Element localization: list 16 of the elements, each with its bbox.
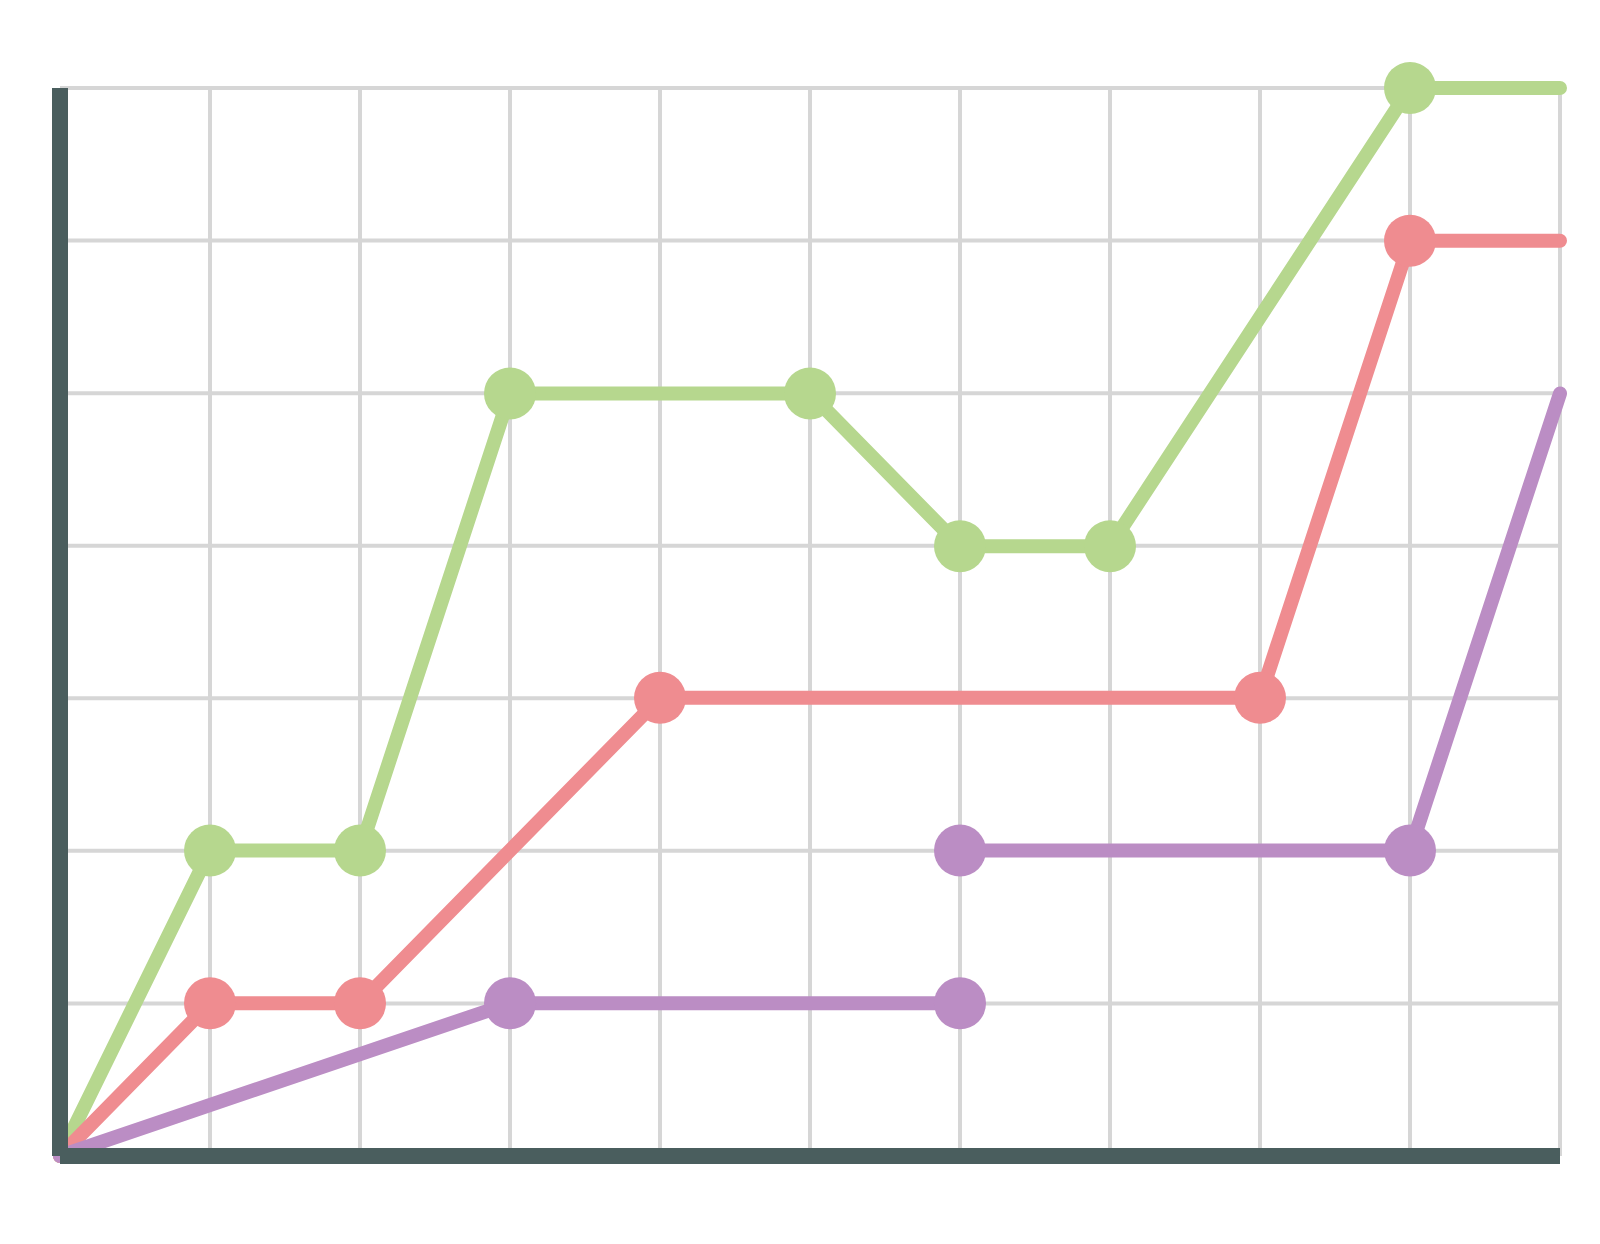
point xyxy=(1084,520,1136,573)
point xyxy=(334,824,386,877)
point xyxy=(634,671,686,724)
point xyxy=(934,824,986,877)
point xyxy=(1234,671,1286,724)
point xyxy=(1384,62,1436,114)
point xyxy=(184,824,236,877)
point xyxy=(484,977,536,1030)
point xyxy=(934,520,986,573)
point xyxy=(484,367,536,420)
point xyxy=(184,977,236,1030)
point xyxy=(784,367,836,420)
point xyxy=(1384,824,1436,877)
point xyxy=(1384,214,1436,267)
point xyxy=(334,977,386,1030)
point xyxy=(934,977,986,1030)
